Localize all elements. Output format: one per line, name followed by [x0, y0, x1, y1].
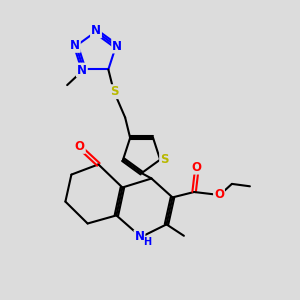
Text: N: N: [70, 39, 80, 52]
Text: O: O: [191, 160, 202, 174]
Text: S: S: [110, 85, 118, 98]
Text: O: O: [214, 188, 224, 201]
Text: O: O: [75, 140, 85, 153]
Text: N: N: [91, 24, 101, 38]
Text: H: H: [143, 237, 152, 248]
Text: N: N: [134, 230, 145, 244]
Text: N: N: [112, 40, 122, 52]
Text: N: N: [77, 64, 87, 76]
Text: S: S: [160, 153, 169, 166]
